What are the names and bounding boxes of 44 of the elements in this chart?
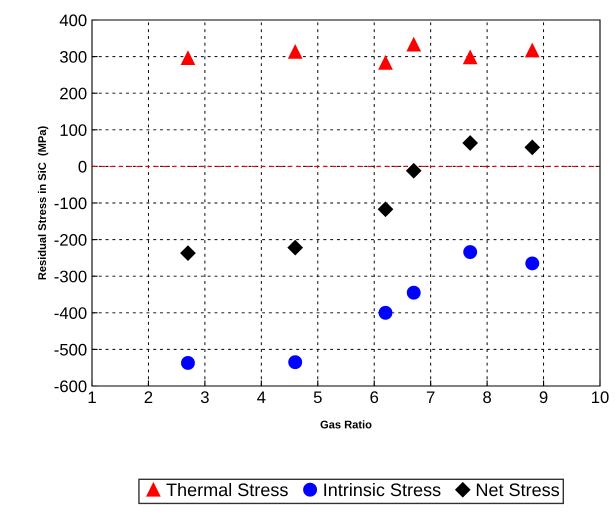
point xyxy=(463,50,478,64)
point xyxy=(406,38,421,52)
y-tick-label: 0 xyxy=(78,160,86,173)
point xyxy=(288,355,302,370)
x-tick-label: 6 xyxy=(370,391,378,404)
legend-label: Intrinsic Stress xyxy=(324,482,440,496)
y-tick-label: 300 xyxy=(60,51,86,63)
x-tick-label: 8 xyxy=(483,391,492,404)
x-tick-label: 9 xyxy=(540,391,548,404)
point xyxy=(462,135,478,151)
point xyxy=(181,356,195,370)
point xyxy=(378,306,392,320)
x-tick-label: 4 xyxy=(257,391,266,403)
point xyxy=(525,43,540,58)
point xyxy=(463,245,478,259)
x-axis-title: Gas Ratio xyxy=(320,420,372,428)
y-tick-label: -500 xyxy=(54,344,86,356)
x-tick-label: 5 xyxy=(314,391,322,404)
point xyxy=(406,286,421,300)
point xyxy=(525,256,540,270)
y-tick-label: 400 xyxy=(60,14,86,26)
y-tick-label: -100 xyxy=(54,197,86,210)
legend-label: Net Stress xyxy=(476,483,560,496)
x-tick-label: 3 xyxy=(200,391,209,404)
x-tick-label: 10 xyxy=(592,391,609,404)
x-tick-label: 2 xyxy=(144,391,152,403)
point xyxy=(181,51,195,66)
y-tick-label: 100 xyxy=(60,124,86,136)
point xyxy=(524,140,540,155)
y-tick-label: -300 xyxy=(54,270,86,282)
y-tick-label: -600 xyxy=(54,380,86,392)
point xyxy=(288,240,303,256)
x-tick-label: 1 xyxy=(88,391,96,403)
y-tick-label: -400 xyxy=(54,307,86,320)
x-tick-label: 7 xyxy=(426,391,434,403)
point xyxy=(378,56,392,70)
y-tick-label: 200 xyxy=(60,88,86,100)
point xyxy=(288,44,302,59)
y-tick-label: -200 xyxy=(54,234,86,246)
y-axis-title: Residual Stress in SiC (MPa) xyxy=(38,126,48,280)
point xyxy=(378,202,394,217)
point xyxy=(406,163,422,178)
legend-label: Thermal Stress xyxy=(166,482,288,496)
point xyxy=(180,246,196,261)
